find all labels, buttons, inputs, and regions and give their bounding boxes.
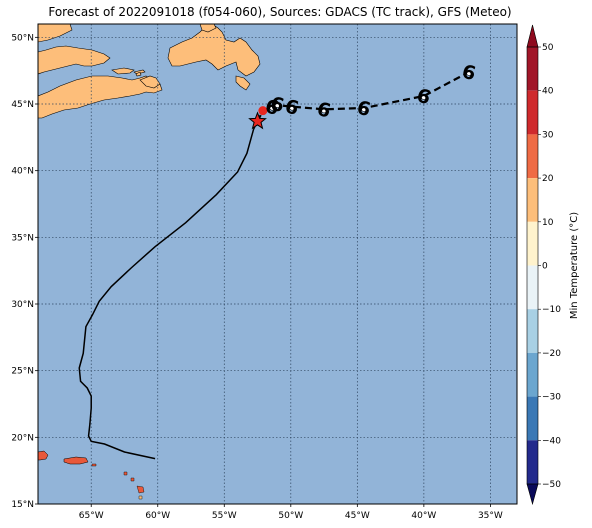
lesser-antilles-3 (136, 485, 145, 494)
lesser-antilles-2 (130, 477, 135, 482)
lat-tick-label: 45°N (11, 100, 34, 110)
storm-center-dot (321, 107, 327, 114)
storm-center-dot (269, 104, 276, 111)
colorbar-tick-label: −20 (542, 349, 561, 359)
past-track-line (78, 120, 259, 460)
forecast-position-dot (258, 106, 268, 116)
colorbar-band (527, 90, 538, 135)
lon-tick-label: 45°W (345, 511, 370, 521)
lon-tick-label: 40°W (411, 511, 436, 521)
colorbar-band (527, 396, 538, 441)
lesser-antilles-4 (138, 495, 143, 500)
lat-tick-label: 40°N (11, 167, 34, 177)
map-title: Forecast of 2022091018 (f054-060), Sourc… (48, 5, 512, 19)
lat-tick-label: 30°N (11, 300, 34, 310)
lat-tick-label: 15°N (11, 500, 34, 510)
colorbar-tick-label: 30 (542, 130, 554, 140)
graticule (38, 24, 517, 504)
puerto-rico (63, 456, 89, 465)
colorbar-band (527, 134, 538, 179)
lat-tick-label: 35°N (11, 233, 34, 243)
colorbar-under-arrow (526, 483, 539, 506)
colorbar-band (527, 352, 538, 397)
colorbar-over-arrow (526, 24, 539, 48)
storm-center-dot (274, 102, 281, 108)
lon-tick-label: 60°W (145, 511, 170, 521)
lesser-antilles-1 (123, 471, 128, 476)
magdalen-islands (135, 71, 142, 77)
hurricane-symbol: 6 (263, 95, 281, 120)
prince-edward-island (111, 67, 135, 75)
hurricane-symbol: 6 (315, 98, 333, 123)
colorbar-tick-label: 0 (542, 262, 548, 272)
storm-center-dot (466, 70, 472, 76)
land-layer (38, 24, 261, 500)
cape-breton (139, 75, 161, 89)
hurricane-symbol: 6 (414, 85, 432, 110)
colorbar-band (527, 47, 538, 91)
lon-tick-label: 55°W (212, 511, 237, 521)
lat-tick-label: 20°N (11, 433, 34, 443)
colorbar-band (527, 440, 538, 484)
storm-center-dot (289, 104, 296, 111)
storm-center-dot (420, 94, 427, 100)
current-position-star (248, 111, 267, 130)
colorbar-tick-label: 50 (542, 43, 554, 53)
colorbar-tick-label: −30 (542, 393, 561, 403)
colorbar-tick-label: 40 (542, 87, 554, 97)
lat-tick-label: 50°N (11, 33, 34, 43)
storm-center-dot (361, 106, 367, 112)
hurricane-symbol: 6 (283, 95, 301, 120)
colorbar-band (527, 221, 538, 266)
virgin-islands (91, 463, 97, 467)
hurricane-symbol: 6 (460, 61, 478, 86)
colorbar-tick-label: 20 (542, 174, 554, 184)
lon-tick-label: 35°W (478, 511, 503, 521)
hispaniola-edge (38, 450, 49, 461)
colorbar-band (527, 178, 538, 222)
labrador-north (199, 24, 217, 33)
colorbar-tick-label: −10 (542, 305, 561, 315)
map-frame (37, 23, 518, 505)
hurricane-symbol: 6 (268, 93, 286, 118)
map-axis-ticks: 65°W 60°W 55°W 50°W 45°W 40°W 35°W 15°N 20°N 25°N… (11, 33, 503, 521)
hurricane-symbol: 6 (354, 97, 372, 122)
colorbar-label: Min Temperature (°C) (569, 212, 580, 319)
lat-tick-label: 25°N (11, 367, 34, 377)
colorbar-band (527, 309, 538, 353)
temperature-colorbar: 50 40 30 20 10 0 −10 −20 −30 −40 −50 Min Temperatur… (526, 24, 580, 506)
lon-tick-label: 50°W (278, 511, 303, 521)
newfoundland-peninsula (235, 75, 251, 91)
colorbar-tick-label: −50 (542, 480, 561, 490)
colorbar-band (527, 265, 538, 310)
colorbar-tick-label: 10 (542, 218, 554, 228)
colorbar-tick-label: −40 (542, 436, 561, 446)
lon-tick-label: 65°W (79, 511, 104, 521)
cyclone-track-layer: 666 6 6 66 (78, 61, 478, 460)
maritimes-landmass (38, 45, 111, 75)
